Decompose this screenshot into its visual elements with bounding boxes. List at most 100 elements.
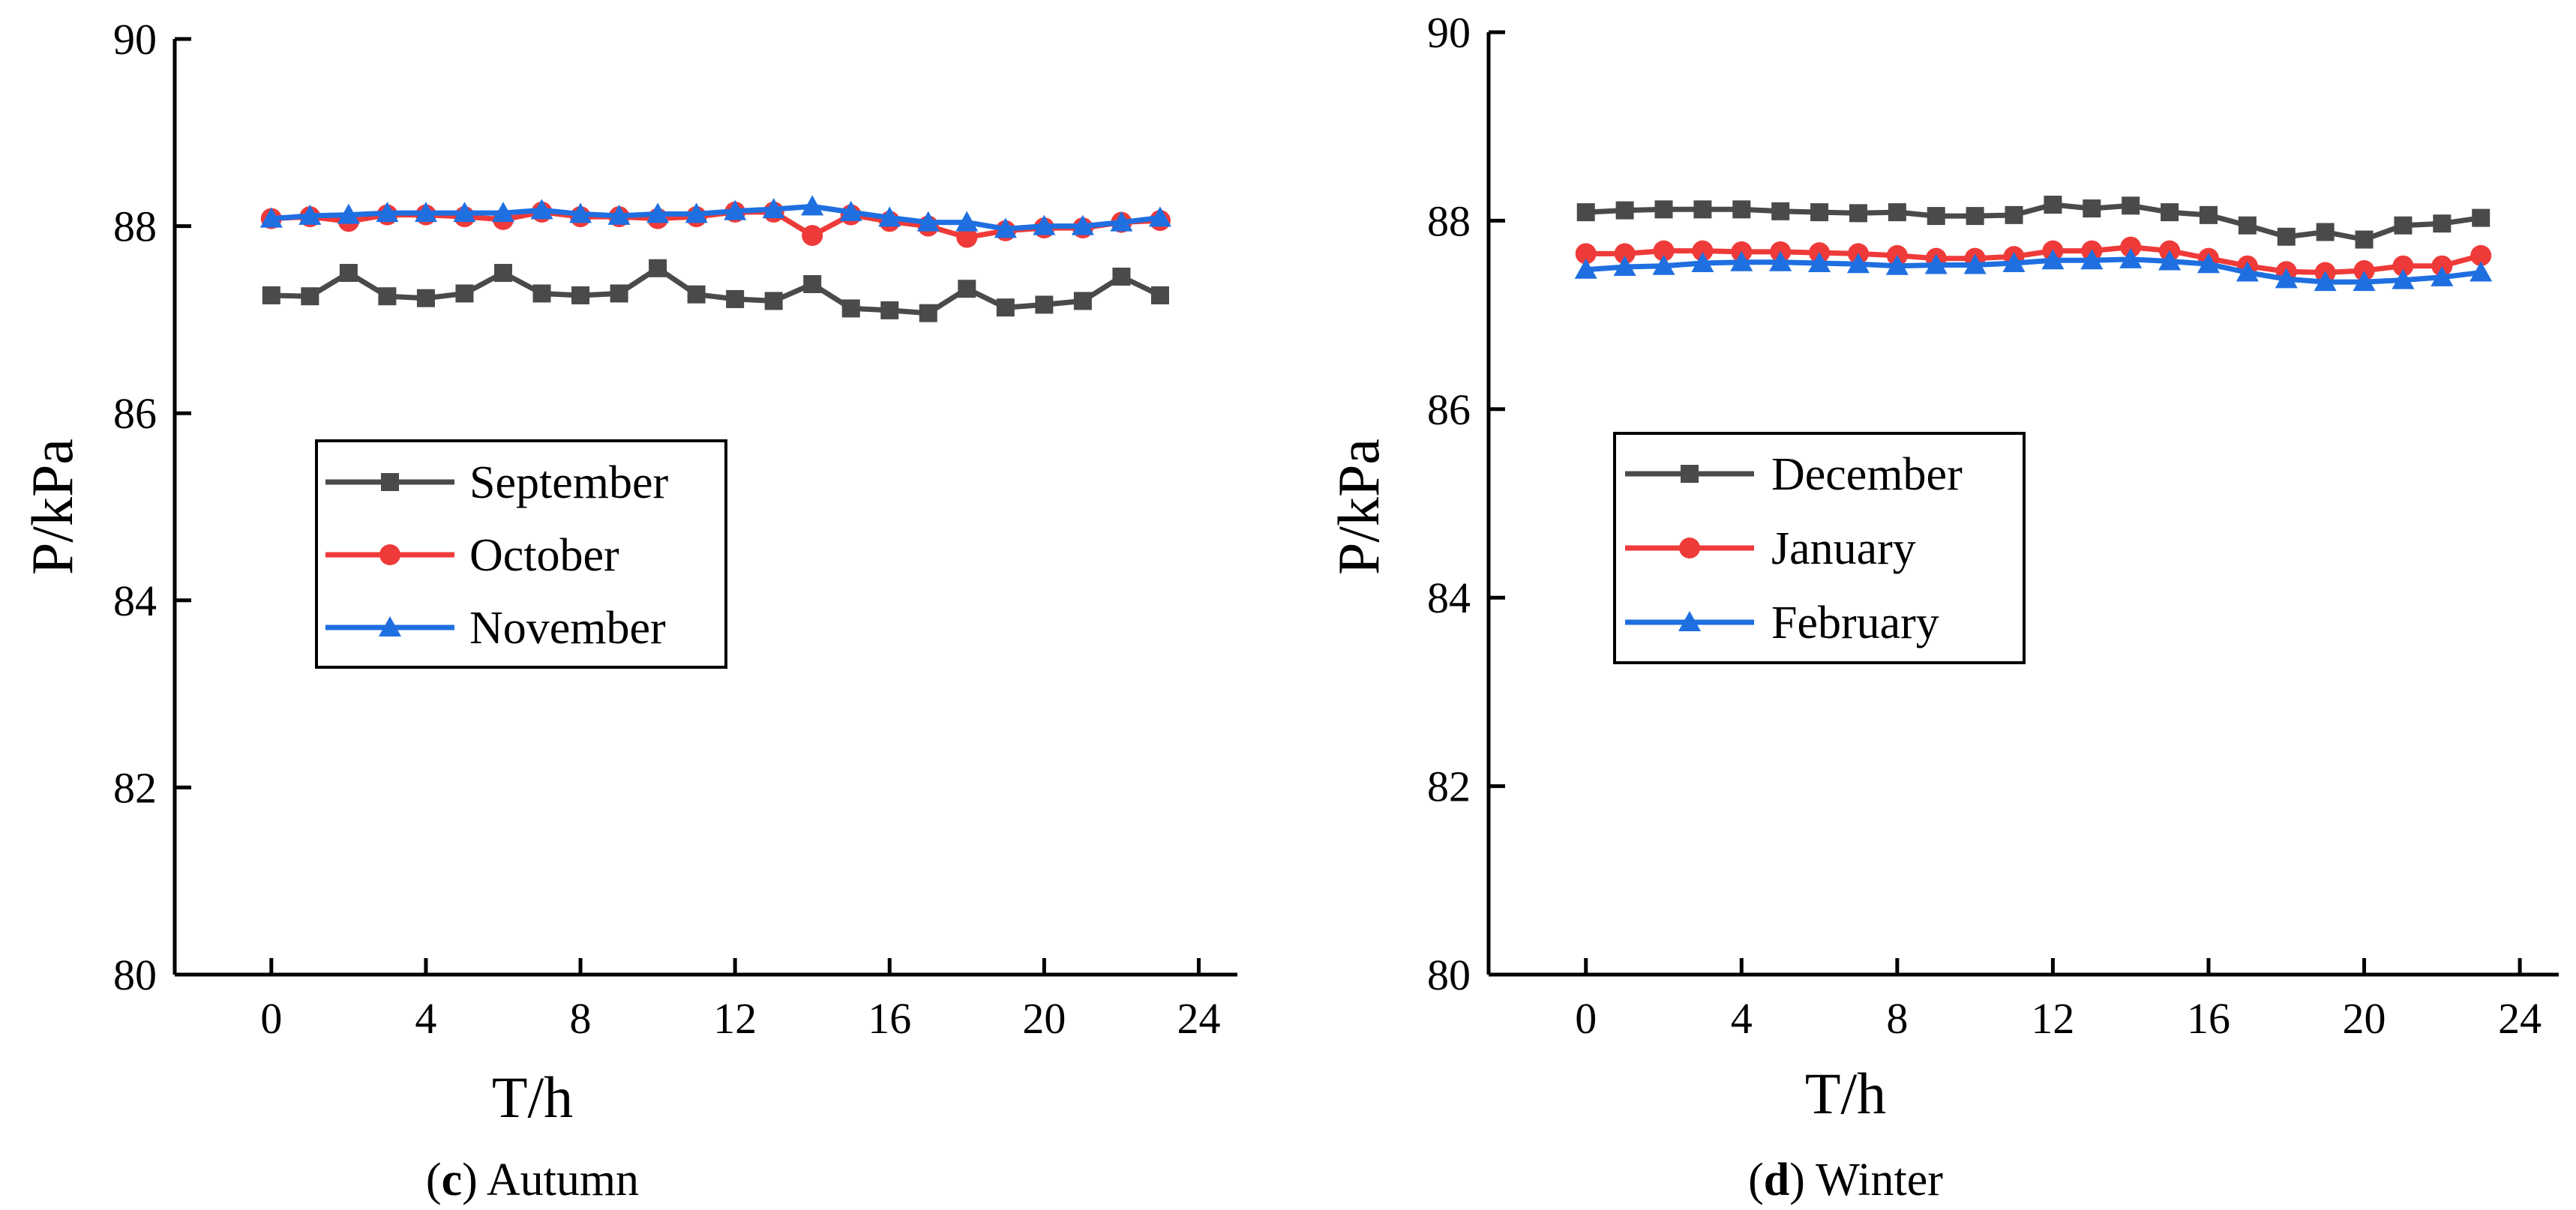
- y-axis-label: P/kPa: [1326, 439, 1391, 575]
- data-point: [2158, 250, 2182, 271]
- legend-entry-december: December: [1625, 449, 1963, 500]
- data-point: [2316, 223, 2335, 241]
- data-point: [1035, 295, 1054, 314]
- data-point: [493, 264, 512, 282]
- series-february: [1574, 247, 2493, 292]
- data-point: [607, 204, 631, 225]
- y-tick-label: 82: [1427, 762, 1471, 811]
- legend-marker: [1679, 538, 1700, 559]
- legend-label-february: February: [1771, 598, 1939, 648]
- y-tick-label: 90: [1427, 8, 1471, 57]
- legend-marker: [1681, 465, 1699, 483]
- data-point: [2005, 205, 2023, 224]
- data-point: [1693, 200, 1712, 219]
- data-point: [2041, 249, 2065, 270]
- data-point: [958, 280, 976, 298]
- legend-marker: [379, 544, 400, 565]
- y-tick-label: 90: [113, 15, 157, 64]
- data-point: [1652, 254, 1675, 275]
- legend-label-january: January: [1771, 523, 1916, 574]
- data-point: [416, 289, 435, 307]
- data-point: [301, 287, 319, 306]
- series-line: [271, 203, 1161, 232]
- data-point: [569, 202, 592, 223]
- data-point: [1071, 214, 1094, 235]
- y-tick-label: 80: [1427, 951, 1471, 999]
- legend-sample-september: [325, 473, 454, 491]
- data-point: [1033, 214, 1056, 235]
- data-point: [1148, 206, 1171, 227]
- data-point: [994, 217, 1017, 238]
- x-tick-label: 12: [2031, 994, 2074, 1043]
- data-point: [2314, 271, 2337, 292]
- data-point: [1613, 255, 1636, 276]
- x-tick-label: 8: [570, 994, 592, 1043]
- data-point: [1112, 267, 1131, 286]
- data-point: [2392, 268, 2415, 289]
- y-axis-label: P/kPa: [19, 439, 85, 575]
- data-point: [455, 284, 474, 303]
- legend-marker: [379, 616, 401, 636]
- data-point: [1574, 258, 1597, 279]
- legend-sample-october: [325, 544, 454, 565]
- data-point: [610, 284, 628, 303]
- data-point: [2431, 255, 2453, 277]
- series-line: [1585, 202, 2482, 242]
- data-point: [298, 204, 322, 225]
- data-point: [1575, 243, 1597, 265]
- data-point: [1927, 207, 1945, 226]
- data-point: [2394, 216, 2413, 235]
- x-tick-label: 4: [1731, 994, 1753, 1043]
- data-point: [2431, 265, 2454, 286]
- data-point: [453, 202, 476, 223]
- x-tick-label: 0: [1575, 994, 1597, 1043]
- series-november: [259, 195, 1171, 238]
- legend-entry-september: September: [325, 457, 668, 508]
- series-line: [1585, 256, 2482, 285]
- data-point: [802, 225, 823, 247]
- data-point: [2119, 247, 2143, 268]
- y-tick-label: 84: [1427, 574, 1471, 622]
- data-point: [1615, 201, 1634, 220]
- x-tick-label: 4: [415, 994, 436, 1043]
- legend-autumn: September October November: [315, 439, 727, 669]
- x-axis-label: T/h: [492, 1065, 573, 1130]
- legend-entry-february: February: [1625, 598, 1939, 648]
- legend-winter: December January February: [1613, 432, 2026, 664]
- y-tick-label: 88: [113, 202, 157, 251]
- data-point: [1966, 207, 1984, 226]
- data-point: [2002, 251, 2026, 272]
- panel-caption: (d) Winter: [1748, 1155, 1943, 1206]
- y-tick-label: 82: [113, 763, 157, 812]
- x-tick-label: 12: [713, 994, 757, 1043]
- data-point: [2275, 268, 2298, 289]
- legend-label-september: September: [469, 457, 668, 508]
- data-point: [378, 287, 397, 306]
- data-point: [1073, 292, 1092, 310]
- data-point: [376, 202, 399, 223]
- data-point: [803, 274, 822, 293]
- x-tick-label: 0: [260, 994, 282, 1043]
- series-autumn: [259, 195, 1171, 322]
- data-point: [532, 284, 551, 303]
- legend-sample-november: [325, 616, 454, 636]
- plot-area-autumn: [172, 39, 1237, 977]
- data-point: [1576, 203, 1595, 222]
- data-point: [687, 285, 706, 304]
- data-point: [2355, 230, 2374, 249]
- legend-marker: [381, 473, 399, 491]
- data-point: [764, 292, 783, 310]
- data-point: [414, 202, 437, 223]
- data-point: [726, 289, 745, 308]
- data-point: [2236, 261, 2259, 282]
- legend-entry-january: January: [1625, 523, 1916, 574]
- x-tick-label: 8: [1886, 994, 1908, 1043]
- data-point: [2080, 249, 2104, 270]
- panel-caption: (c) Autumn: [426, 1155, 639, 1206]
- plot-area-winter: [1486, 32, 2559, 977]
- legend-label-november: November: [469, 603, 666, 654]
- y-tick-label: 86: [1427, 385, 1471, 434]
- data-point: [2353, 271, 2376, 292]
- y-tick-label: 86: [113, 389, 157, 438]
